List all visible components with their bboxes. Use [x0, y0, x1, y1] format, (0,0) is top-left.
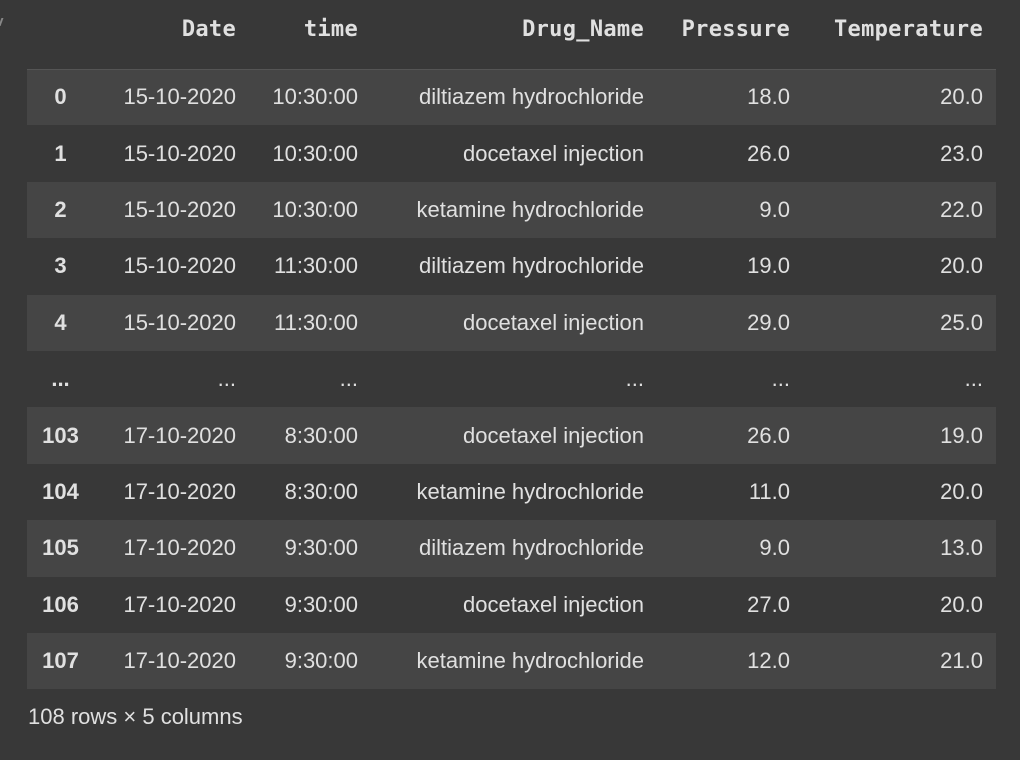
cell-index: 104 [42, 478, 79, 504]
header-temperature: Temperature [802, 0, 996, 70]
cell-time: 11:30:00 [273, 309, 358, 335]
table-row: 2 15-10-2020 10:30:00 ketamine hydrochlorid… [27, 181, 996, 239]
cell-temperature: ... [964, 366, 983, 392]
cell-index: 103 [42, 422, 79, 448]
table-row: 106 17-10-2020 9:30:00 docetaxel injection 2… [27, 577, 996, 633]
row-column-count: 108 rows × 5 columns [28, 704, 243, 729]
table-row: 0 15-10-2020 10:30:00 diltiazem hydrochlori… [27, 69, 996, 126]
header-time: time [248, 0, 370, 70]
table-row: 103 17-10-2020 8:30:00 docetaxel injection 2… [27, 407, 996, 464]
cell-date: 17-10-2020 [123, 478, 236, 504]
cell-temperature: 20.0 [940, 84, 983, 110]
cell-temperature: 20.0 [940, 591, 983, 617]
cell-index: 0 [54, 84, 67, 110]
cell-temperature: 25.0 [940, 309, 983, 335]
table-row: 1 15-10-2020 10:30:00 docetaxel injection 26… [27, 125, 996, 181]
table-row: 3 15-10-2020 11:30:00 diltiazem hydrochlori… [27, 238, 996, 294]
cell-date: 17-10-2020 [123, 535, 236, 561]
cell-time: 8:30:00 [284, 422, 358, 448]
cell-temperature: 13.0 [940, 535, 983, 561]
table-row: 104 17-10-2020 8:30:00 ketamine hydrochlori… [27, 464, 996, 520]
cell-time: 9:30:00 [284, 648, 358, 674]
cell-pressure: ... [771, 366, 790, 392]
cell-index: ... [51, 366, 70, 392]
cell-pressure: 9.0 [759, 196, 790, 222]
cell-drug-name: docetaxel injection [462, 422, 644, 448]
cell-date: 17-10-2020 [123, 422, 236, 448]
cell-date: 17-10-2020 [123, 591, 236, 617]
header-date: Date [92, 0, 248, 70]
collapse-caret-icon[interactable] [0, 18, 8, 26]
cell-time: 10:30:00 [272, 196, 358, 222]
cell-index: 105 [42, 535, 79, 561]
cell-date: 15-10-2020 [123, 84, 236, 110]
cell-index: 3 [54, 253, 67, 279]
cell-pressure: 26.0 [747, 140, 790, 166]
cell-drug-name: docetaxel injection [462, 309, 644, 335]
header-pressure: Pressure [656, 0, 802, 70]
cell-time: 8:30:00 [284, 478, 358, 504]
header-drug-name: Drug_Name [370, 0, 656, 70]
cell-temperature: 20.0 [940, 253, 983, 279]
header-index [27, 0, 92, 70]
cell-drug-name: docetaxel injection [462, 140, 644, 166]
cell-date: 15-10-2020 [123, 140, 236, 166]
cell-time: ... [339, 366, 358, 392]
cell-pressure: 27.0 [747, 591, 790, 617]
table-row: 107 17-10-2020 9:30:00 ketamine hydrochlori… [27, 632, 996, 690]
table-row: 105 17-10-2020 9:30:00 diltiazem hydrochlor… [27, 520, 996, 577]
cell-drug-name: diltiazem hydrochloride [419, 84, 644, 110]
cell-time: 9:30:00 [284, 591, 358, 617]
cell-time: 10:30:00 [272, 140, 358, 166]
cell-drug-name: docetaxel injection [462, 591, 644, 617]
cell-pressure: 29.0 [747, 309, 790, 335]
cell-index: 107 [42, 648, 79, 674]
cell-temperature: 19.0 [940, 422, 983, 448]
cell-pressure: 11.0 [748, 478, 790, 504]
cell-time: 9:30:00 [284, 535, 358, 561]
cell-date: 15-10-2020 [123, 309, 236, 335]
cell-temperature: 23.0 [940, 140, 983, 166]
header-row: Date time Drug_Name Pressure Temperature [27, 0, 996, 70]
cell-pressure: 26.0 [747, 422, 790, 448]
dataframe-table: Date time Drug_Name Pressure Temperature… [27, 0, 996, 690]
cell-drug-name: diltiazem hydrochloride [419, 535, 644, 561]
cell-drug-name: ketamine hydrochloride [416, 196, 644, 222]
cell-drug-name: ketamine hydrochloride [416, 648, 644, 674]
cell-time: 10:30:00 [272, 84, 358, 110]
cell-pressure: 9.0 [759, 535, 790, 561]
cell-index: 2 [54, 196, 67, 222]
table-row: 4 15-10-2020 11:30:00 docetaxel injection 29… [27, 294, 996, 351]
cell-index: 4 [54, 309, 67, 335]
cell-index: 106 [42, 591, 79, 617]
cell-temperature: 21.0 [940, 648, 983, 674]
cell-drug-name: ... [625, 366, 644, 392]
cell-drug-name: diltiazem hydrochloride [419, 253, 644, 279]
cell-time: 11:30:00 [273, 253, 358, 279]
cell-index: 1 [54, 140, 67, 166]
cell-date: 15-10-2020 [123, 253, 236, 279]
cell-date: ... [217, 366, 236, 392]
cell-date: 17-10-2020 [123, 648, 236, 674]
table-row: .................. [27, 351, 996, 407]
cell-pressure: 18.0 [747, 84, 790, 110]
cell-pressure: 19.0 [747, 253, 790, 279]
cell-temperature: 20.0 [940, 478, 983, 504]
cell-temperature: 22.0 [940, 196, 983, 222]
cell-pressure: 12.0 [747, 648, 790, 674]
cell-date: 15-10-2020 [123, 196, 236, 222]
cell-drug-name: ketamine hydrochloride [416, 478, 644, 504]
